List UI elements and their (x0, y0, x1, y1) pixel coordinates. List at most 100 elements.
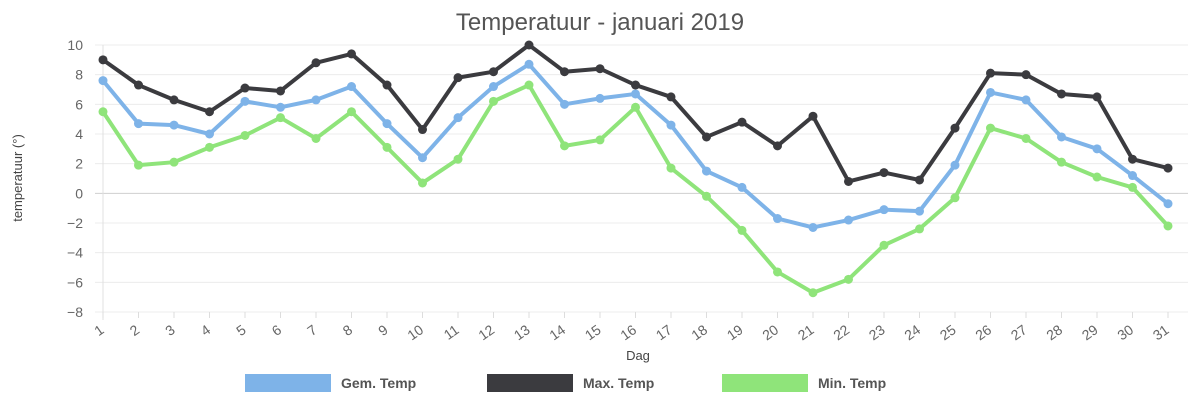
data-point[interactable] (134, 119, 143, 129)
data-point[interactable] (98, 55, 108, 65)
data-point[interactable] (524, 59, 534, 69)
data-point[interactable] (950, 123, 960, 133)
data-point[interactable] (595, 64, 605, 74)
data-point[interactable] (1057, 157, 1066, 167)
data-point[interactable] (950, 160, 960, 170)
data-point[interactable] (950, 193, 960, 203)
data-point[interactable] (524, 80, 534, 90)
data-point[interactable] (737, 117, 747, 127)
data-point[interactable] (1128, 171, 1137, 181)
data-point[interactable] (1092, 172, 1102, 182)
data-point[interactable] (915, 206, 924, 216)
data-point[interactable] (560, 99, 569, 109)
data-point[interactable] (240, 83, 250, 93)
data-point[interactable] (453, 154, 463, 164)
data-point[interactable] (1057, 132, 1066, 142)
data-point[interactable] (986, 123, 995, 133)
x-tick-label: 27 (1008, 321, 1030, 343)
data-point[interactable] (702, 132, 711, 142)
data-point[interactable] (418, 125, 427, 135)
data-point[interactable] (524, 40, 534, 50)
data-point[interactable] (560, 141, 569, 151)
data-point[interactable] (986, 87, 995, 97)
data-point[interactable] (666, 92, 676, 102)
data-point[interactable] (276, 102, 285, 112)
legend-item-gem-temp[interactable]: Gem. Temp (245, 374, 416, 392)
data-point[interactable] (631, 102, 640, 112)
data-point[interactable] (169, 157, 179, 167)
data-point[interactable] (382, 142, 392, 152)
legend-item-min-temp[interactable]: Min. Temp (722, 374, 886, 392)
data-point[interactable] (240, 130, 250, 140)
data-point[interactable] (240, 96, 250, 106)
data-point[interactable] (666, 163, 676, 173)
data-point[interactable] (347, 49, 356, 59)
data-point[interactable] (311, 58, 321, 68)
legend-item-max-temp[interactable]: Max. Temp (487, 374, 654, 392)
data-point[interactable] (347, 82, 356, 92)
data-point[interactable] (631, 89, 640, 99)
data-point[interactable] (773, 267, 782, 277)
data-point[interactable] (560, 67, 569, 77)
data-point[interactable] (418, 178, 427, 188)
data-point[interactable] (169, 120, 179, 130)
data-point[interactable] (489, 96, 498, 106)
data-point[interactable] (453, 113, 463, 123)
data-point[interactable] (276, 86, 285, 96)
data-point[interactable] (879, 240, 889, 250)
data-point[interactable] (1021, 70, 1031, 80)
data-point[interactable] (773, 214, 782, 224)
data-point[interactable] (489, 67, 498, 77)
data-point[interactable] (205, 107, 214, 117)
data-point[interactable] (915, 175, 924, 185)
data-point[interactable] (311, 133, 321, 143)
data-point[interactable] (631, 80, 640, 90)
data-point[interactable] (1163, 199, 1173, 209)
data-point[interactable] (808, 222, 818, 232)
data-point[interactable] (418, 153, 427, 163)
data-point[interactable] (1021, 133, 1031, 143)
data-point[interactable] (808, 111, 818, 121)
data-point[interactable] (666, 120, 676, 130)
data-point[interactable] (1128, 154, 1137, 164)
data-point[interactable] (986, 68, 995, 78)
data-point[interactable] (1128, 182, 1137, 192)
data-point[interactable] (844, 274, 853, 284)
data-point[interactable] (205, 129, 214, 139)
data-point[interactable] (808, 288, 818, 298)
data-point[interactable] (844, 215, 853, 225)
data-point[interactable] (134, 160, 143, 170)
data-point[interactable] (205, 142, 214, 152)
data-point[interactable] (595, 135, 605, 145)
x-tick-label: 12 (475, 321, 497, 343)
data-point[interactable] (169, 95, 179, 105)
y-axis-label: temperatuur (°) (10, 134, 25, 222)
data-point[interactable] (311, 95, 321, 105)
data-point[interactable] (1092, 92, 1102, 102)
data-point[interactable] (737, 182, 747, 192)
data-point[interactable] (915, 224, 924, 234)
data-point[interactable] (1021, 95, 1031, 105)
data-point[interactable] (98, 76, 108, 86)
data-point[interactable] (347, 107, 356, 117)
data-point[interactable] (489, 82, 498, 92)
data-point[interactable] (453, 73, 463, 83)
data-point[interactable] (1163, 221, 1173, 231)
data-point[interactable] (702, 191, 711, 201)
data-point[interactable] (844, 176, 853, 186)
data-point[interactable] (879, 205, 889, 215)
data-point[interactable] (1092, 144, 1102, 154)
data-point[interactable] (737, 225, 747, 235)
data-point[interactable] (1163, 163, 1173, 173)
data-point[interactable] (773, 141, 782, 151)
data-point[interactable] (595, 93, 605, 103)
data-point[interactable] (879, 168, 889, 178)
data-point[interactable] (1057, 89, 1066, 99)
data-point[interactable] (98, 107, 108, 117)
data-point[interactable] (382, 119, 392, 129)
data-point[interactable] (702, 166, 711, 176)
data-point[interactable] (276, 113, 285, 123)
data-point[interactable] (382, 80, 392, 90)
data-point[interactable] (134, 80, 143, 90)
legend[interactable]: Gem. Temp Max. Temp Min. Temp (245, 374, 886, 392)
